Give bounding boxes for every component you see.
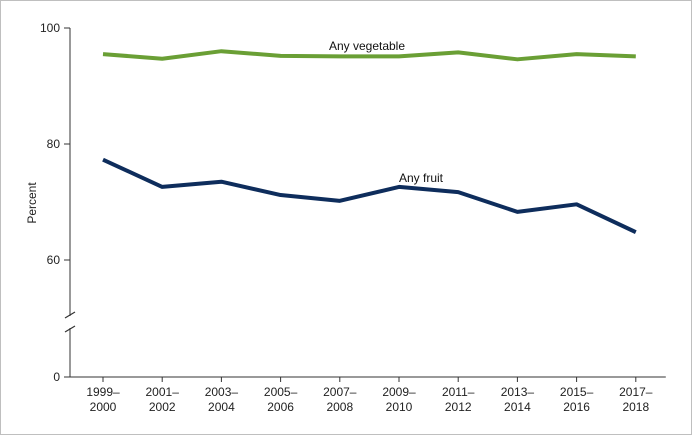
x-tick-label-6-line2: 2012 (445, 400, 472, 414)
axis-break-mark-bottom (64, 325, 76, 333)
series-line-any-fruit (102, 157, 637, 234)
x-tick-label-8-line2: 2016 (563, 400, 590, 414)
labels: Percent Any vegetable Any fruit (25, 39, 444, 224)
x-tick-label-2-line2: 2004 (208, 400, 235, 414)
x-tick-label-9-line2: 2018 (622, 400, 649, 414)
series-label-any-fruit: Any fruit (399, 171, 444, 185)
x-tick-label-7-line1: 2013– (501, 385, 535, 399)
x-tick-label-8-line1: 2015– (560, 385, 594, 399)
y-tick-label-60: 60 (47, 253, 61, 267)
x-tick-label-5-line1: 2009– (382, 385, 416, 399)
axis-break-mark-top (64, 311, 76, 319)
x-tick-label-4-line2: 2008 (326, 400, 353, 414)
y-tick-label-80: 80 (47, 137, 61, 151)
y-axis-title: Percent (25, 182, 39, 224)
x-tick-label-1-line1: 2001– (146, 385, 180, 399)
x-tick-label-3-line1: 2005– (264, 385, 298, 399)
series-lines (102, 49, 637, 234)
x-tick-label-9-line1: 2017– (619, 385, 653, 399)
series-line-any-vegetable (102, 49, 636, 62)
y-tick-label-100: 100 (40, 21, 60, 35)
x-tick-label-4-line1: 2007– (323, 385, 357, 399)
axes: 0 60 80 100 1999–2000 2001–2002 2003–2004 2005–… (40, 21, 666, 414)
x-tick-label-2-line1: 2003– (205, 385, 239, 399)
x-tick-label-0-line2: 2000 (90, 400, 117, 414)
x-tick-label-6-line1: 2011– (442, 385, 475, 399)
x-tick-label-7-line2: 2014 (504, 400, 531, 414)
x-tick-label-5-line2: 2010 (386, 400, 413, 414)
y-tick-label-0: 0 (53, 370, 60, 384)
x-tick-label-3-line2: 2006 (267, 400, 294, 414)
x-tick-label-0-line1: 1999– (86, 385, 120, 399)
series-label-any-vegetable: Any vegetable (329, 39, 405, 53)
x-tick-label-1-line2: 2002 (149, 400, 176, 414)
